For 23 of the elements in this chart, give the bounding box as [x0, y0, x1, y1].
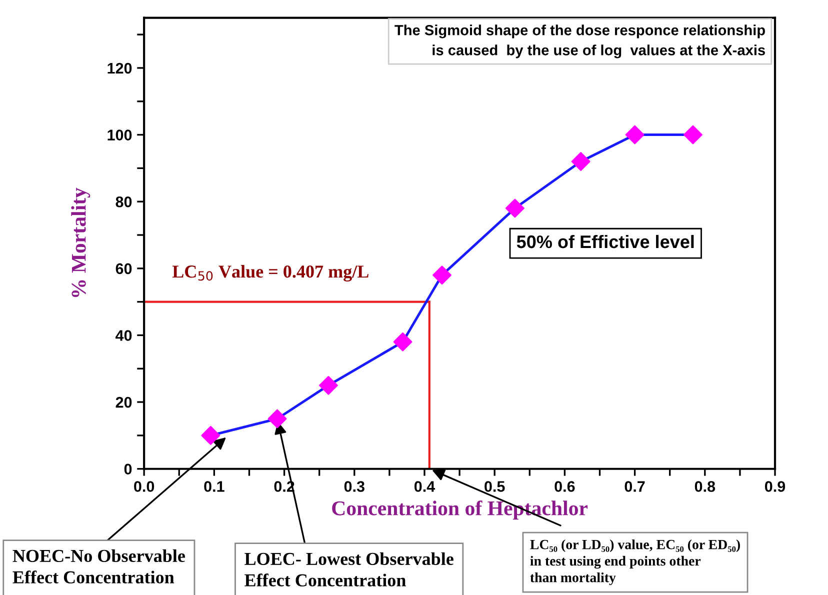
x-tick-label: 0.8 — [694, 481, 716, 492]
x-tick-label: 0.0 — [134, 481, 154, 492]
y-tick-label: 40 — [116, 330, 132, 341]
ref-line-label: LC$_{50}$ Value = 0.407 mg/L — [172, 264, 368, 282]
y-tick-label: 120 — [108, 62, 132, 74]
y-tick-label: 0 — [124, 464, 132, 475]
x-tick-label: 0.3 — [344, 481, 364, 492]
x-tick-label: 0.7 — [624, 481, 645, 492]
y-tick-label: 100 — [108, 130, 132, 140]
annotation: LOEC- Lowest Observable Effect Concentration — [244, 552, 454, 586]
x-tick-label: 0.9 — [764, 481, 786, 492]
annotation: 50% of Effictive level — [516, 234, 694, 248]
y-tick-label: 20 — [116, 396, 132, 408]
y-tick-label: 80 — [116, 196, 132, 208]
x-tick-label: 0.1 — [204, 481, 224, 492]
annotation: The Sigmoid shape of the dose responce relationship is caused by the use of log values at the X-axis — [394, 24, 765, 58]
annotation: NOEC-No Observable Effect Concentration — [12, 549, 185, 584]
x-tick-label: 0.6 — [554, 481, 575, 492]
annotation: LC₅₀ (or LD₅₀) value, EC₅₀ (or ED₅₀) in test using end points other than mortality — [530, 539, 740, 586]
x-tick-label: 0.4 — [414, 481, 436, 492]
y-axis-title: % Mortality — [71, 188, 90, 298]
y-tick-label: 60 — [116, 263, 132, 274]
x-tick-label: 0.5 — [484, 481, 505, 492]
